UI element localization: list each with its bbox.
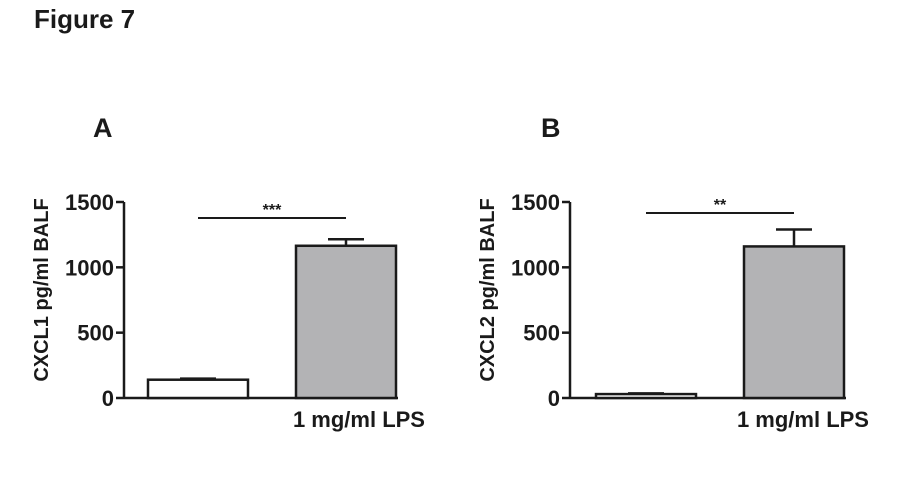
- y-axis-label-b: CXCL2 pg/ml BALF: [477, 198, 499, 381]
- y-tick-label-a-0: 0: [102, 386, 114, 411]
- panel-letter-a: A: [93, 113, 113, 143]
- bar-b-1: [742, 245, 846, 400]
- bar-a-1: [294, 244, 398, 400]
- category-label-b-1: 1 mg/ml LPS: [737, 407, 869, 432]
- significance-marker-b: **: [714, 197, 727, 214]
- significance-marker-a: ***: [263, 202, 282, 219]
- y-axis-label-a: CXCL1 pg/ml BALF: [31, 198, 53, 381]
- y-tick-label-b-500: 500: [523, 321, 560, 346]
- y-tick-label-b-1500: 1500: [511, 190, 560, 215]
- y-tick-label-a-1500: 1500: [65, 190, 114, 215]
- y-tick-label-a-500: 500: [77, 321, 114, 346]
- figure-title: Figure 7: [34, 4, 136, 34]
- panel-letter-b: B: [541, 113, 561, 143]
- y-tick-label-b-0: 0: [548, 386, 560, 411]
- y-tick-label-b-1000: 1000: [511, 255, 560, 280]
- bar-a-0: [146, 378, 250, 400]
- y-tick-label-a-1000: 1000: [65, 255, 114, 280]
- category-label-a-1: 1 mg/ml LPS: [293, 407, 425, 432]
